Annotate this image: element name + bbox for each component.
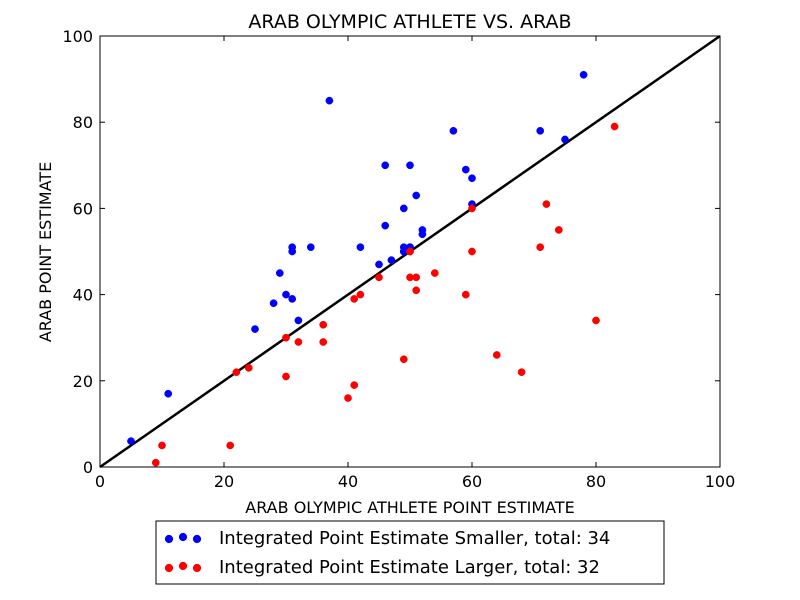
data-point: [406, 247, 414, 256]
data-point: [350, 381, 359, 389]
data-point: [319, 320, 328, 329]
data-point: [461, 290, 470, 299]
series-2: [151, 122, 619, 467]
y-axis-label: ARAB POINT ESTIMATE: [36, 162, 55, 342]
data-point: [306, 243, 315, 252]
data-point: [226, 441, 235, 450]
data-point: [325, 96, 334, 105]
x-axis-label: ARAB OLYMPIC ATHLETE POINT ESTIMATE: [245, 498, 574, 517]
data-point: [269, 299, 278, 308]
data-point: [468, 174, 476, 183]
data-point: [406, 161, 414, 170]
data-point: [536, 243, 545, 252]
data-point: [399, 204, 408, 213]
legend-marker: [164, 534, 174, 544]
x-tick-label: 20: [214, 472, 234, 491]
data-point: [430, 269, 439, 277]
data-point: [412, 273, 421, 282]
data-point: [387, 256, 396, 264]
data-point: [375, 260, 383, 269]
data-point: [375, 273, 383, 282]
data-point: [282, 333, 290, 342]
y-tick-label: 100: [62, 27, 93, 46]
data-point: [517, 368, 526, 377]
x-tick-label: 0: [95, 472, 105, 491]
data-point: [579, 70, 588, 79]
data-point: [381, 161, 390, 170]
data-point: [610, 122, 619, 131]
data-point: [344, 394, 352, 402]
data-point: [294, 316, 303, 325]
legend-marker: [192, 534, 202, 544]
data-point: [468, 204, 476, 213]
data-point: [127, 437, 135, 445]
data-point: [418, 226, 427, 234]
data-point: [350, 295, 359, 303]
data-point: [449, 126, 458, 135]
x-tick-label: 100: [705, 472, 736, 491]
legend-label: Integrated Point Estimate Larger, total:…: [219, 557, 600, 578]
data-point: [356, 290, 365, 299]
data-point: [319, 338, 328, 346]
data-point: [468, 247, 476, 256]
data-point: [275, 269, 284, 277]
legend-label: Integrated Point Estimate Smaller, total…: [219, 528, 610, 549]
data-point: [282, 290, 290, 299]
data-point: [294, 338, 303, 346]
series-1: [127, 70, 588, 445]
legend-marker: [164, 563, 174, 573]
legend-marker: [192, 563, 202, 573]
data-point: [412, 286, 421, 295]
data-point: [244, 364, 253, 372]
data-point: [282, 372, 290, 381]
data-point: [554, 226, 563, 234]
y-tick-label: 40: [73, 286, 93, 305]
x-tick-label: 40: [338, 472, 358, 491]
data-point: [356, 243, 365, 252]
x-tick-label: 60: [462, 472, 482, 491]
data-point: [592, 316, 600, 325]
y-tick-label: 20: [73, 372, 93, 391]
data-point: [461, 165, 470, 174]
legend: Integrated Point Estimate Smaller, total…: [155, 520, 665, 585]
plot-frame: [99, 35, 721, 468]
data-point: [492, 351, 501, 359]
data-point: [381, 221, 390, 230]
y-tick-label: 60: [73, 199, 93, 218]
data-point: [536, 126, 545, 135]
data-point: [158, 441, 166, 450]
y-tick-label: 80: [73, 113, 93, 132]
chart-title: ARAB OLYMPIC ATHLETE VS. ARAB: [248, 11, 571, 33]
data-point: [251, 325, 259, 333]
data-point: [399, 355, 408, 364]
plot-area: 0 20 40 60 80 100 0 20 40 60 80 100: [62, 27, 735, 491]
legend-box: [155, 520, 665, 585]
data-point: [288, 295, 297, 303]
data-point: [232, 368, 241, 377]
x-tick-label: 80: [586, 472, 606, 491]
data-point: [288, 243, 297, 252]
y-tick-label: 0: [83, 458, 93, 477]
data-point: [164, 389, 173, 398]
data-point: [412, 191, 421, 200]
legend-marker: [178, 561, 188, 571]
data-point: [151, 458, 160, 467]
data-point: [542, 200, 551, 208]
data-point: [561, 135, 569, 144]
legend-marker: [178, 532, 188, 542]
